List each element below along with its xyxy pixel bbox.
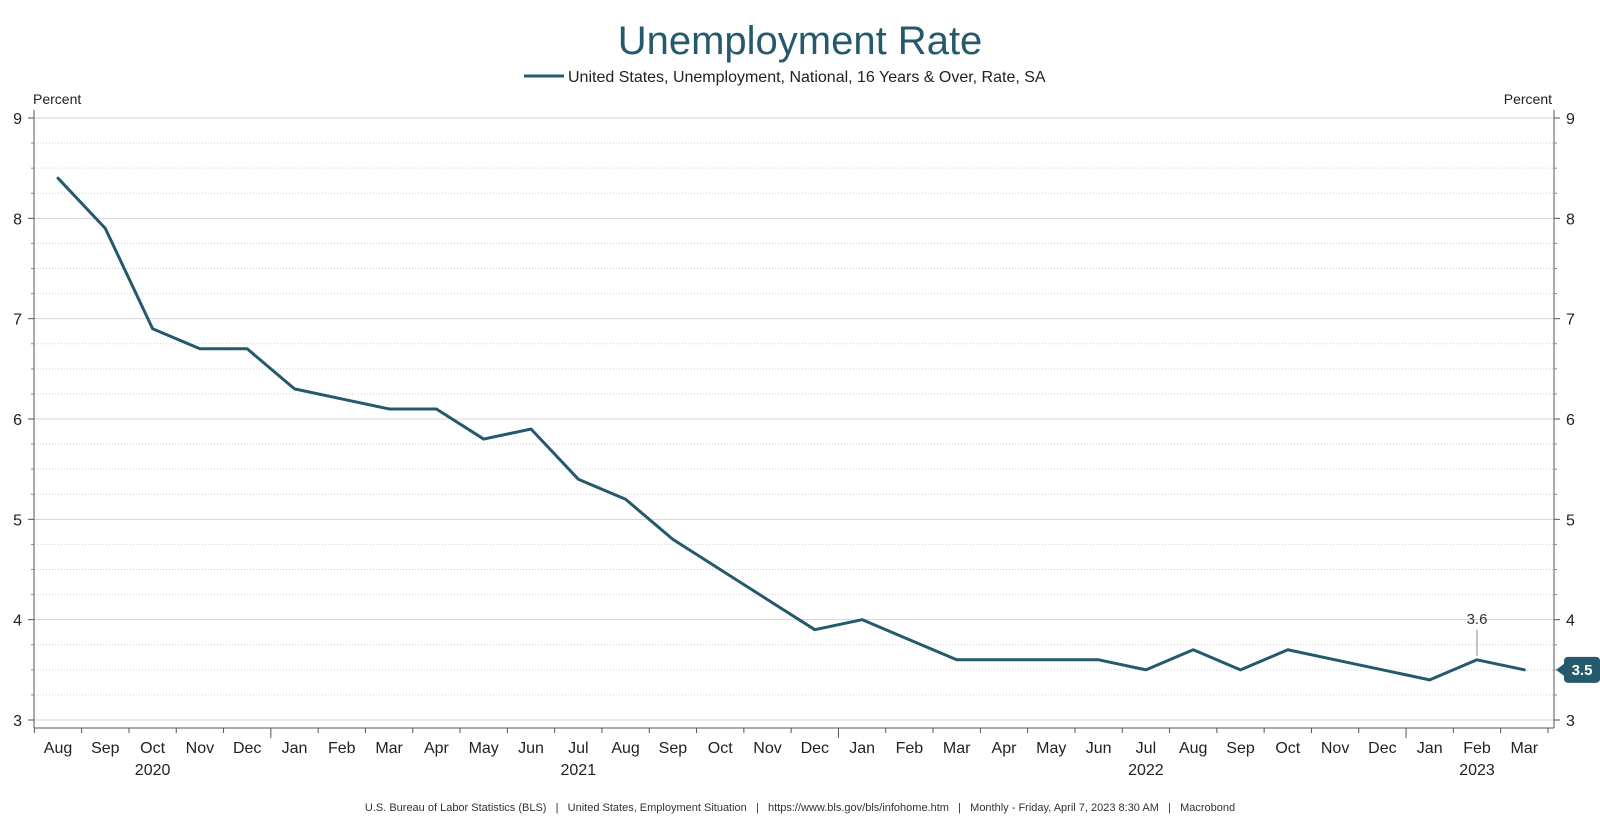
last-value-badge-pointer — [1556, 663, 1564, 676]
x-tick-label: Nov — [186, 740, 214, 757]
x-tick-label: Jul — [1136, 740, 1156, 757]
y-tick-label-left: 3 — [13, 713, 22, 730]
x-tick-label: Mar — [375, 740, 403, 757]
x-tick-label: Jul — [568, 740, 588, 757]
x-tick-label: Mar — [943, 740, 971, 757]
x-tick-label: Apr — [992, 740, 1018, 757]
x-tick-label: Sep — [1226, 740, 1255, 757]
axes: 3 3 4 4 5 5 6 6 7 7 8 8 9 9 Aug Sep Oct Nov Dec Jan Feb Mar Ap… — [13, 110, 1575, 779]
x-tick-label: Oct — [140, 740, 165, 757]
y-tick-label-right: 4 — [1566, 613, 1575, 630]
x-tick-label: Oct — [708, 740, 733, 757]
chart-title: Unemployment Rate — [618, 19, 983, 63]
x-tick-label: Sep — [91, 740, 120, 757]
x-tick-label: Jun — [1086, 740, 1112, 757]
left-axis-unit: Percent — [33, 91, 81, 107]
x-tick-label: Mar — [1511, 740, 1539, 757]
y-tick-label-right: 6 — [1566, 412, 1575, 429]
x-tick-label: Dec — [1368, 740, 1396, 757]
x-tick-label: Aug — [1179, 740, 1207, 757]
legend-label: United States, Unemployment, National, 1… — [568, 69, 1046, 86]
y-tick-label-left: 9 — [13, 111, 22, 128]
x-tick-label: Feb — [896, 740, 924, 757]
series-group — [56, 176, 1526, 682]
annotations: 3.6 3.5 — [1467, 611, 1600, 683]
annotation-label: 3.6 — [1467, 611, 1488, 628]
x-tick-label: Apr — [424, 740, 450, 757]
y-tick-label-right: 9 — [1566, 111, 1575, 128]
year-label: 2020 — [135, 762, 171, 779]
y-tick-label-left: 4 — [13, 613, 22, 630]
y-tick-label-left: 8 — [13, 211, 22, 228]
footer-source: U.S. Bureau of Labor Statistics (BLS) | … — [365, 802, 1235, 814]
x-tick-label: Aug — [611, 740, 639, 757]
year-label: 2022 — [1128, 762, 1164, 779]
x-tick-label: Jan — [1417, 740, 1443, 757]
year-label: 2021 — [561, 762, 597, 779]
year-label: 2023 — [1459, 762, 1495, 779]
x-tick-label: Nov — [1321, 740, 1349, 757]
x-tick-label: Feb — [1463, 740, 1491, 757]
last-value-badge — [1564, 656, 1600, 683]
last-value-badge-label: 3.5 — [1572, 662, 1593, 679]
x-tick-label: Dec — [233, 740, 261, 757]
y-tick-label-right: 5 — [1566, 512, 1575, 529]
y-tick-label-left: 5 — [13, 512, 22, 529]
x-tick-label: May — [469, 740, 499, 757]
y-tick-label-right: 7 — [1566, 312, 1575, 329]
x-tick-label: Jan — [282, 740, 308, 757]
x-tick-label: Aug — [44, 740, 72, 757]
y-tick-label-left: 7 — [13, 312, 22, 329]
x-tick-label: May — [1036, 740, 1066, 757]
x-tick-label: Sep — [659, 740, 688, 757]
y-tick-label-right: 3 — [1566, 713, 1575, 730]
right-axis-unit: Percent — [1504, 91, 1552, 107]
series-line — [56, 176, 1526, 682]
y-tick-label-left: 6 — [13, 412, 22, 429]
x-tick-label: Dec — [801, 740, 829, 757]
x-tick-label: Feb — [328, 740, 356, 757]
x-tick-label: Jan — [849, 740, 875, 757]
x-tick-label: Jun — [518, 740, 544, 757]
x-tick-label: Oct — [1275, 740, 1300, 757]
gridlines — [34, 117, 1554, 721]
x-tick-label: Nov — [753, 740, 781, 757]
y-tick-label-right: 8 — [1566, 211, 1575, 228]
